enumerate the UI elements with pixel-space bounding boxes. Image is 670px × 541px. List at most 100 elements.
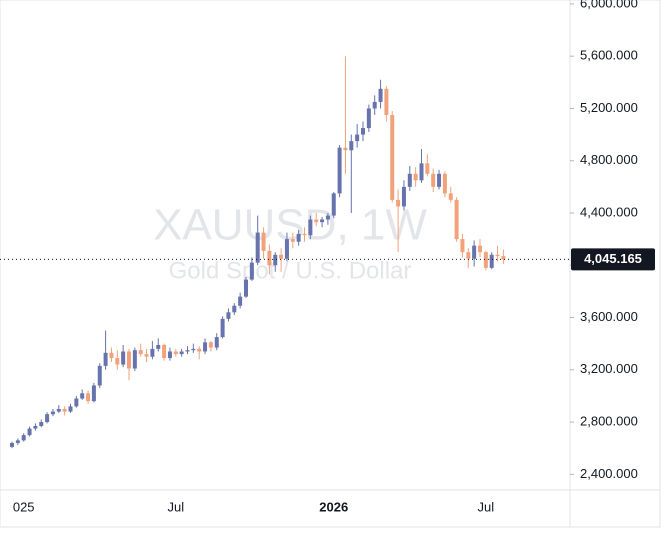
candle-body [127, 351, 131, 369]
candle-body [372, 101, 377, 109]
candle-body [413, 173, 418, 181]
candle-body [267, 250, 272, 266]
x-tick-label: Jul [167, 499, 184, 514]
candle-body [80, 393, 85, 399]
candle-body [343, 147, 348, 151]
candle-body [220, 318, 225, 338]
y-tick-label: 5,200.000 [580, 100, 638, 115]
candle-body [109, 352, 114, 359]
candle-body [460, 239, 465, 253]
candle-body [226, 312, 231, 319]
last-price-label: 4,045.165 [584, 251, 642, 266]
candle-body [448, 193, 453, 200]
y-tick-label: 6,000.000 [580, 0, 638, 10]
y-tick-label: 2,800.000 [580, 413, 638, 428]
candle-body [115, 358, 120, 365]
candle-body [33, 425, 38, 429]
candle-body [320, 219, 325, 223]
candle-body [401, 186, 406, 207]
candle-body [331, 193, 336, 216]
candle-body [15, 440, 20, 443]
candle-body [191, 348, 196, 351]
candle-body [208, 342, 213, 348]
candle-body [167, 351, 172, 359]
candle-body [483, 252, 488, 268]
candle-body [244, 279, 248, 297]
candle-body [384, 88, 389, 115]
candle-body [366, 108, 371, 129]
candle-body [489, 254, 494, 268]
candle-body [273, 254, 278, 266]
last-price-box [571, 248, 655, 271]
candle-body [21, 435, 26, 441]
candle-body [197, 348, 202, 352]
candle-body [39, 422, 44, 426]
candle-body [86, 393, 91, 402]
candle-body [10, 442, 14, 447]
candle-body [232, 305, 237, 313]
candle-body [355, 134, 360, 142]
x-tick-label: Jul [478, 499, 495, 514]
candle-body [407, 173, 412, 187]
candle-body [261, 232, 266, 251]
candle-body [454, 199, 459, 240]
y-tick-label: 4,400.000 [580, 204, 638, 219]
candle-body [296, 233, 301, 242]
candle-body [442, 173, 447, 194]
candle-body [378, 88, 383, 102]
y-tick-label: 3,600.000 [580, 309, 638, 324]
candle-body [179, 351, 184, 355]
candle-body [27, 428, 32, 436]
candle-body [337, 147, 342, 194]
candle-body [325, 215, 330, 220]
x-tick-label: 025 [13, 499, 35, 514]
candle-body [284, 239, 289, 259]
candle-body [62, 408, 67, 412]
candle-body [314, 219, 319, 223]
candle-body [501, 256, 506, 260]
candle-body [238, 296, 243, 306]
x-tick-label: 2026 [319, 499, 348, 514]
candle-body [162, 344, 167, 359]
candle-body [144, 354, 149, 357]
candle-body [56, 408, 61, 412]
candle-body [308, 219, 313, 236]
candle-body [361, 128, 365, 135]
candle-body [437, 173, 442, 187]
frame [0, 0, 661, 528]
candle-body [150, 348, 155, 357]
candle-body [50, 411, 55, 415]
candle-body [132, 350, 137, 369]
candle-body [203, 342, 208, 352]
candle-body [390, 114, 395, 200]
y-tick-label: 2,400.000 [580, 466, 638, 481]
candle-body [466, 252, 471, 259]
candle-body [431, 173, 436, 187]
candle-body [173, 351, 178, 355]
candle-body [419, 163, 424, 181]
candle-body [255, 232, 260, 263]
y-tick-label: 5,600.000 [580, 48, 638, 63]
candle-body [279, 254, 284, 259]
candle-body [349, 141, 354, 151]
candle-body [495, 254, 500, 257]
candle-body [425, 163, 430, 174]
candle-body [74, 398, 79, 407]
candle-body [97, 365, 102, 386]
candle-body [91, 385, 96, 402]
candle-body [478, 245, 482, 253]
candle-body [472, 245, 477, 259]
candle-body [185, 350, 190, 352]
candle-body [121, 351, 126, 365]
candle-body [302, 233, 307, 236]
watermark-subtitle: Gold Spot / U.S. Dollar [169, 257, 412, 284]
candle-body [156, 344, 161, 349]
candle-body [45, 414, 50, 423]
candle-body [396, 199, 401, 207]
y-tick-label: 4,800.000 [580, 152, 638, 167]
candle-body [103, 352, 108, 366]
candle-body [249, 262, 254, 280]
watermark: XAUUSD, 1W [153, 201, 427, 250]
